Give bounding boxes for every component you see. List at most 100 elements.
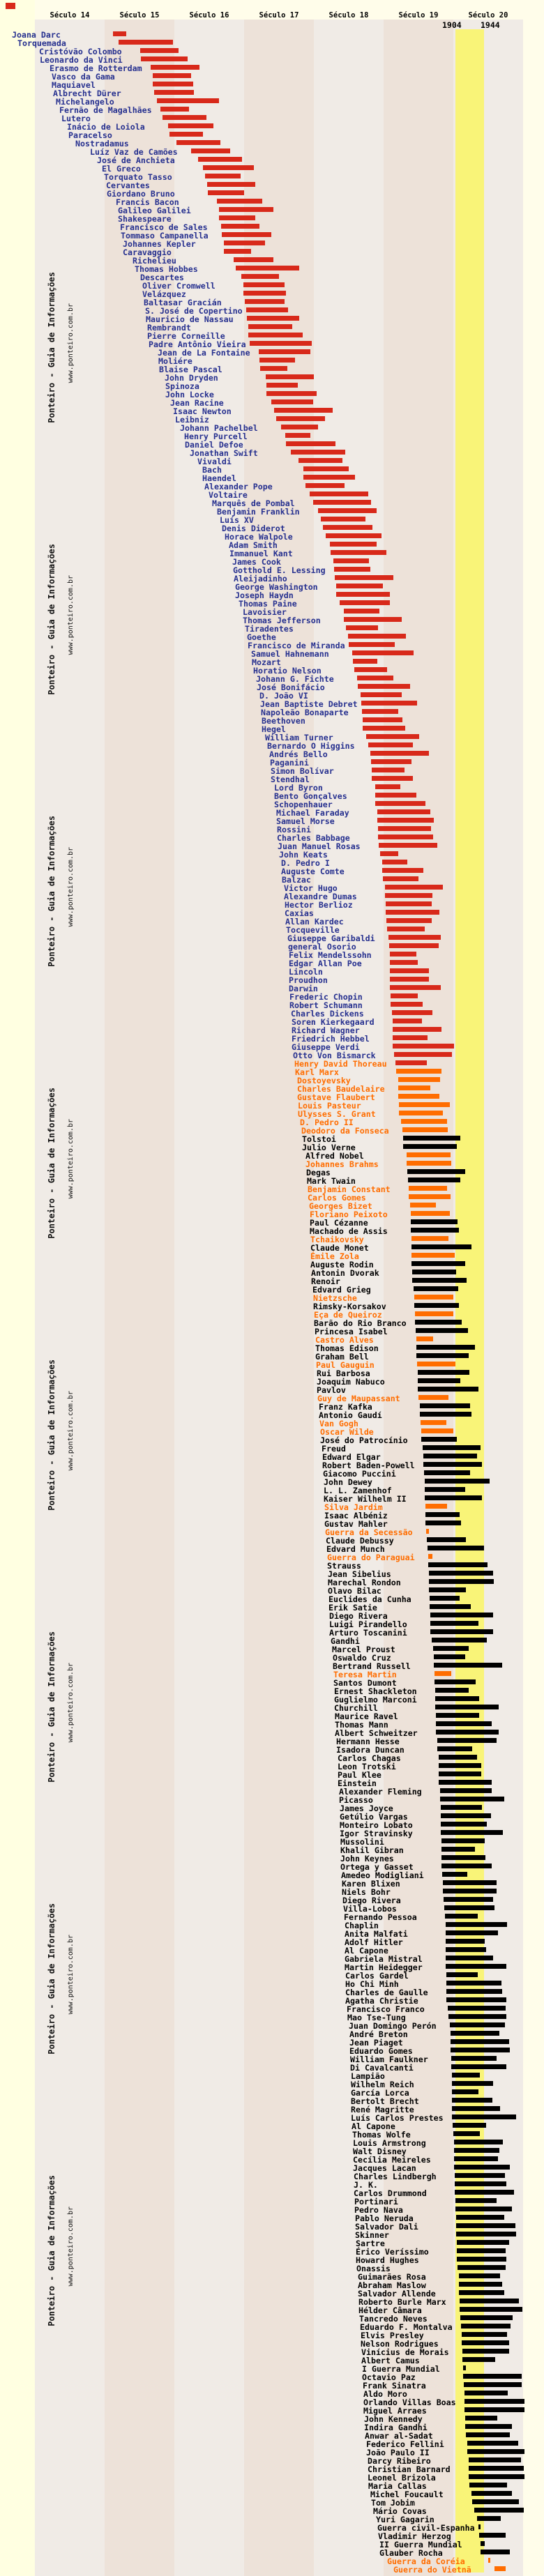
person-name: William Turner	[265, 733, 333, 742]
person-name: Sartre	[356, 2239, 385, 2248]
person-name: Louis Pasteur	[298, 1101, 361, 1111]
lifespan-bar	[248, 324, 292, 329]
person-name: Cecília Meireles	[353, 2155, 431, 2165]
person-name: Immanuel Kant	[229, 549, 293, 558]
person-name: Vivaldi	[197, 457, 232, 466]
person-name: Vinícius de Morais	[361, 2347, 449, 2357]
person-name: Niels Bohr	[342, 1887, 391, 1897]
lifespan-bar	[443, 1880, 497, 1885]
person-name: García Lorca	[351, 2088, 409, 2098]
person-name: Rimsky-Korsakov	[313, 1302, 386, 1311]
lifespan-bar	[463, 2365, 466, 2370]
century-column	[174, 20, 244, 2576]
person-name: James Joyce	[340, 1804, 393, 1813]
lifespan-bar	[344, 609, 379, 613]
person-name: Fernão de Magalhães	[59, 105, 152, 115]
lifespan-bar	[372, 768, 405, 772]
person-name: Alexander Fleming	[339, 1787, 422, 1797]
lifespan-bar	[437, 1746, 472, 1751]
person-name: Michael Faraday	[276, 808, 349, 818]
lifespan-bar	[441, 1830, 503, 1835]
person-name: Pedro Nava	[354, 2205, 403, 2215]
person-name: Bernardo O Higgins	[267, 741, 355, 751]
person-name: Lutero	[61, 114, 91, 123]
lifespan-bar	[410, 1203, 436, 1207]
lifespan-bar	[393, 1044, 454, 1049]
person-name: Hermann Hesse	[336, 1737, 400, 1746]
lifespan-bar	[224, 249, 251, 254]
lifespan-bar	[398, 1077, 440, 1082]
person-name: Francisco Franco	[347, 2004, 425, 2014]
person-name: Francisco de Sales	[120, 222, 208, 232]
lifespan-bar	[274, 408, 333, 413]
person-name: Guerra da Coréia	[387, 2556, 465, 2566]
person-name: René Magritte	[351, 2105, 414, 2114]
lifespan-bar	[344, 617, 402, 622]
lifespan-bar	[246, 307, 288, 312]
person-name: Albrecht Dürer	[53, 89, 121, 98]
lifespan-bar	[411, 1211, 450, 1216]
left-margin-strip	[0, 0, 35, 2576]
lifespan-bar	[452, 2098, 492, 2103]
lifespan-bar	[390, 977, 429, 982]
person-name: José de Anchieta	[97, 155, 175, 165]
lifespan-bar	[393, 1027, 441, 1032]
person-name: Rembrandt	[147, 323, 191, 333]
lifespan-bar	[222, 232, 271, 237]
person-name: Carlos Drummond	[354, 2188, 427, 2198]
lifespan-bar	[414, 1286, 458, 1291]
person-name: Edvard Grieg	[312, 1285, 371, 1295]
person-name: Amedeo Modigliani	[341, 1870, 424, 1880]
lifespan-bar	[140, 48, 179, 53]
lifespan-bar	[459, 2290, 504, 2295]
person-name: Skinner	[355, 2230, 389, 2240]
lifespan-bar	[378, 834, 433, 839]
lifespan-bar	[330, 542, 377, 547]
person-name: Denis Diderot	[222, 524, 285, 533]
person-name: Miguel Arraes	[363, 2406, 427, 2416]
lifespan-bar	[168, 123, 213, 128]
century-label: Século 14	[50, 11, 90, 20]
person-name: Edward Elgar	[322, 1452, 381, 1462]
year-marker: 1944	[481, 20, 500, 30]
person-name: Edgar Allan Poe	[289, 959, 362, 968]
person-name: Wilhelm Reich	[351, 2080, 414, 2089]
lifespan-bar	[335, 575, 393, 580]
lifespan-bar	[386, 918, 432, 923]
person-name: Walt Disney	[353, 2147, 407, 2156]
lifespan-bar	[390, 952, 416, 957]
lifespan-bar	[191, 148, 230, 153]
lifespan-bar	[460, 2315, 513, 2320]
lifespan-bar	[336, 592, 390, 597]
lifespan-bar	[453, 2131, 480, 2136]
lifespan-bar	[469, 2466, 524, 2471]
person-name: Torquato Tasso	[104, 172, 172, 182]
lifespan-bar	[260, 366, 287, 371]
lifespan-bar	[446, 1947, 486, 1952]
person-name: Salvador Allende	[358, 2289, 436, 2299]
lifespan-bar	[398, 1094, 439, 1099]
person-name: Jean Sibelius	[328, 1569, 391, 1579]
person-name: Joaquim Nabuco	[317, 1377, 385, 1387]
person-name: John Dryden	[165, 373, 218, 383]
person-name: Hegel	[262, 724, 286, 734]
lifespan-bar	[429, 1587, 466, 1592]
person-name: Getúlio Vargas	[340, 1812, 408, 1822]
person-name: Euclides da Cunha	[328, 1594, 411, 1604]
person-name: Pierre Corneille	[147, 331, 225, 341]
lifespan-bar	[481, 2550, 510, 2554]
lifespan-bar	[243, 291, 286, 296]
lifespan-bar	[479, 2533, 506, 2538]
person-name: Stendhal	[271, 775, 310, 784]
lifespan-bar	[313, 500, 371, 505]
lifespan-bar	[429, 1579, 494, 1584]
lifespan-bar	[433, 1646, 469, 1651]
lifespan-bar	[198, 157, 242, 162]
century-column	[105, 20, 174, 2576]
lifespan-bar	[416, 1345, 475, 1350]
lifespan-bar	[439, 1771, 481, 1776]
lifespan-bar	[450, 2022, 505, 2027]
person-name: Samuel Hahnemann	[251, 649, 329, 659]
century-label: Século 18	[328, 11, 369, 20]
